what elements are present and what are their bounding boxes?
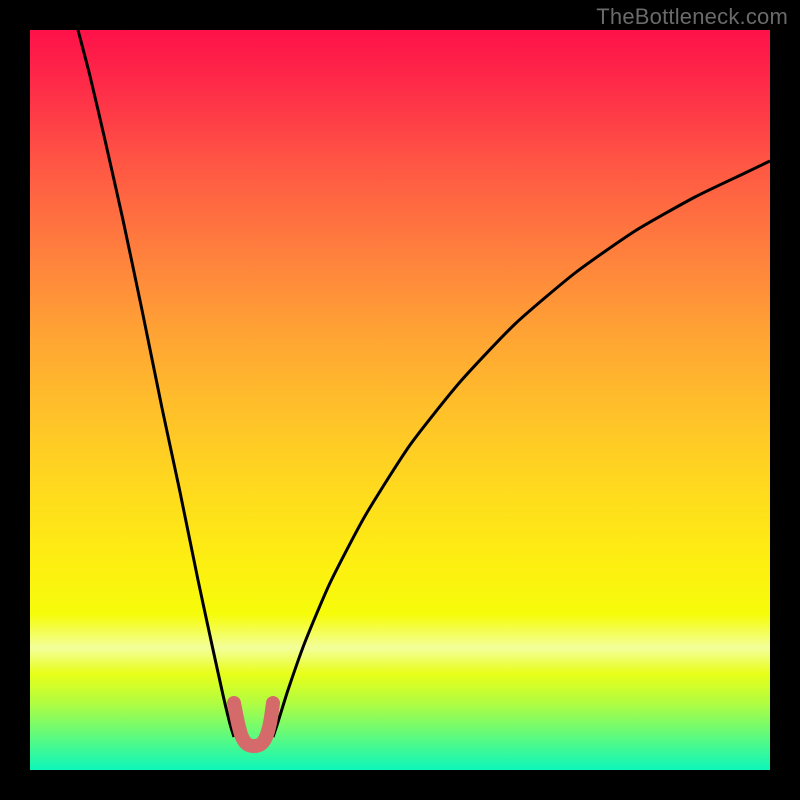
watermark-text: TheBottleneck.com	[596, 4, 788, 30]
curve-right-branch	[273, 161, 770, 737]
curve-left-branch	[78, 30, 234, 737]
chart-frame	[30, 30, 770, 770]
curve-layer	[30, 30, 770, 770]
valley-marker	[234, 703, 273, 746]
